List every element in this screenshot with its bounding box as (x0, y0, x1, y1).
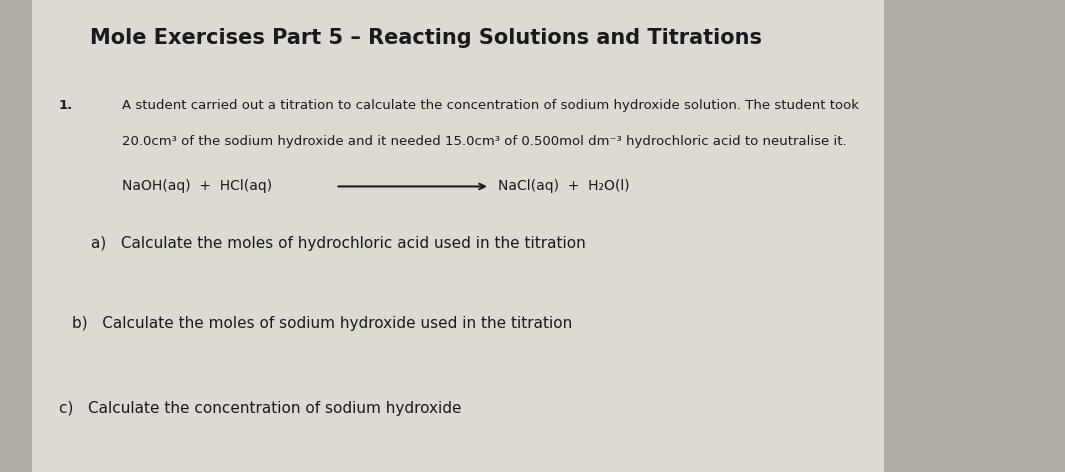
Text: c)   Calculate the concentration of sodium hydroxide: c) Calculate the concentration of sodium… (59, 401, 461, 416)
Text: 20.0cm³ of the sodium hydroxide and it needed 15.0cm³ of 0.500mol dm⁻³ hydrochlo: 20.0cm³ of the sodium hydroxide and it n… (122, 135, 847, 148)
Text: NaCl(aq)  +  H₂O(l): NaCl(aq) + H₂O(l) (498, 179, 630, 194)
Text: a)   Calculate the moles of hydrochloric acid used in the titration: a) Calculate the moles of hydrochloric a… (91, 236, 586, 251)
Text: b)   Calculate the moles of sodium hydroxide used in the titration: b) Calculate the moles of sodium hydroxi… (72, 316, 573, 331)
Text: NaOH(aq)  +  HCl(aq): NaOH(aq) + HCl(aq) (122, 179, 273, 194)
Text: 1.: 1. (59, 99, 72, 112)
Text: Mole Exercises Part 5 – Reacting Solutions and Titrations: Mole Exercises Part 5 – Reacting Solutio… (91, 28, 761, 48)
Bar (32, 0, 884, 472)
Text: A student carried out a titration to calculate the concentration of sodium hydro: A student carried out a titration to cal… (122, 99, 859, 112)
